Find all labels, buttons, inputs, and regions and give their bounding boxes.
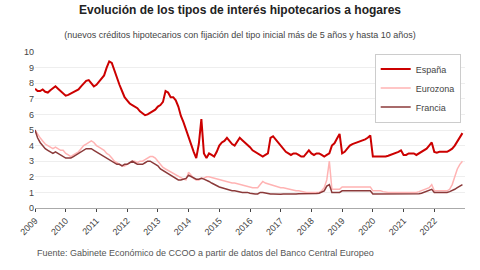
svg-text:9: 9 — [29, 63, 34, 73]
svg-text:2014: 2014 — [172, 216, 193, 237]
svg-text:Eurozona: Eurozona — [416, 84, 455, 94]
svg-text:España: España — [416, 65, 447, 75]
svg-text:5: 5 — [29, 125, 34, 135]
svg-text:2016: 2016 — [233, 216, 254, 237]
svg-text:2020: 2020 — [356, 216, 377, 237]
svg-text:2017: 2017 — [264, 216, 285, 237]
svg-text:2012: 2012 — [111, 216, 132, 237]
svg-text:3: 3 — [29, 156, 34, 166]
svg-text:Francia: Francia — [416, 103, 446, 113]
svg-text:(nuevos créditos hipotecarios: (nuevos créditos hipotecarios con fijaci… — [64, 30, 416, 40]
svg-text:2011: 2011 — [80, 216, 101, 237]
svg-text:Fuente: Gabinete Económico de: Fuente: Gabinete Económico de CCOO a par… — [37, 248, 374, 258]
svg-text:10: 10 — [24, 47, 34, 57]
svg-text:1: 1 — [29, 188, 34, 198]
svg-text:2010: 2010 — [49, 216, 70, 237]
svg-text:4: 4 — [29, 141, 34, 151]
svg-text:2013: 2013 — [141, 216, 162, 237]
svg-text:2015: 2015 — [203, 216, 224, 237]
svg-text:8: 8 — [29, 78, 34, 88]
svg-text:2019: 2019 — [326, 216, 347, 237]
svg-text:7: 7 — [29, 94, 34, 104]
svg-text:2009: 2009 — [18, 216, 39, 237]
svg-text:0: 0 — [29, 203, 34, 213]
svg-text:2021: 2021 — [387, 216, 408, 237]
svg-text:Evolución de los tipos de inte: Evolución de los tipos de interés hipote… — [79, 3, 401, 17]
svg-text:2022: 2022 — [418, 216, 439, 237]
svg-text:6: 6 — [29, 110, 34, 120]
svg-text:2018: 2018 — [295, 216, 316, 237]
svg-text:2: 2 — [29, 172, 34, 182]
